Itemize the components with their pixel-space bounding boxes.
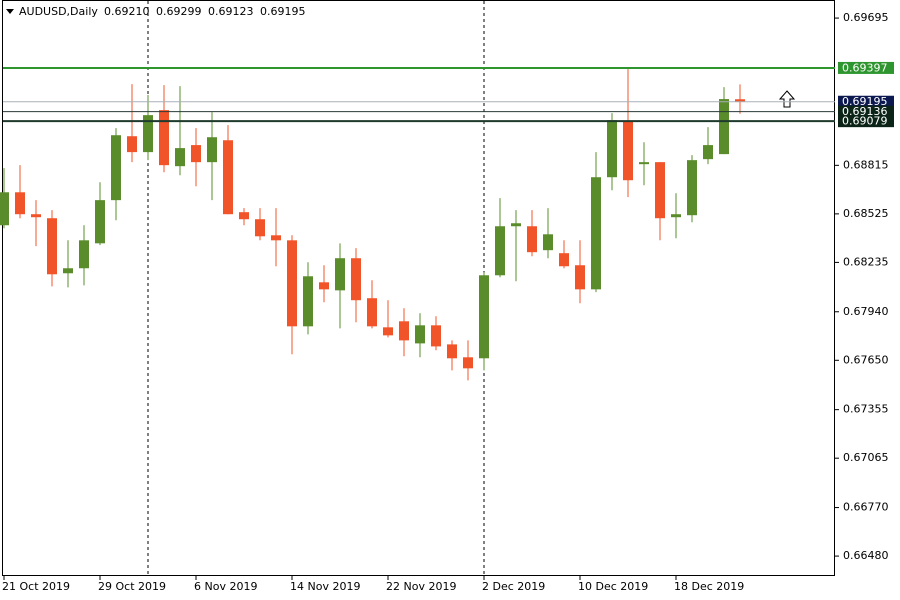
candle-body-up bbox=[543, 234, 553, 251]
price-label-box bbox=[838, 95, 894, 108]
candle-body-up bbox=[607, 120, 617, 178]
symbol-title: AUDUSD,Daily bbox=[19, 5, 98, 18]
price-label: 0.69397 bbox=[842, 61, 888, 74]
y-tick-label: 0.67940 bbox=[843, 305, 889, 318]
candle-body-up bbox=[687, 160, 697, 216]
candle-body-down bbox=[127, 136, 137, 153]
candle-body-up bbox=[207, 137, 217, 163]
candle-body-up bbox=[671, 214, 681, 218]
y-tick-label: 0.66480 bbox=[843, 549, 889, 562]
price-label-box bbox=[838, 105, 894, 118]
price-label-box bbox=[838, 61, 894, 74]
candle-body-down bbox=[623, 121, 633, 181]
menu-triangle bbox=[6, 9, 14, 14]
price-label: 0.69195 bbox=[842, 95, 888, 108]
x-tick-label: 10 Dec 2019 bbox=[578, 580, 648, 593]
candle-body-down bbox=[527, 226, 537, 253]
candle-body-up bbox=[415, 325, 425, 344]
y-tick-label: 0.68235 bbox=[843, 255, 889, 268]
candle-body-down bbox=[159, 110, 169, 166]
candle-body-down bbox=[575, 265, 585, 290]
candle-body-up bbox=[719, 99, 729, 155]
y-tick-label: 0.68815 bbox=[843, 158, 889, 171]
candle-body-down bbox=[31, 214, 41, 218]
y-tick-label: 0.69695 bbox=[843, 11, 889, 24]
candle-body-down bbox=[735, 99, 745, 102]
y-tick-label: 0.68525 bbox=[843, 207, 889, 220]
y-tick-label: 0.67065 bbox=[843, 451, 889, 464]
x-tick-label: 14 Nov 2019 bbox=[290, 580, 360, 593]
candle-body-up bbox=[0, 192, 9, 226]
candle-body-up bbox=[703, 145, 713, 160]
price-label: 0.69136 bbox=[842, 105, 888, 118]
candle-body-down bbox=[447, 344, 457, 359]
candle-body-down bbox=[399, 321, 409, 341]
candle-body-up bbox=[63, 268, 73, 274]
x-tick-label: 6 Nov 2019 bbox=[194, 580, 257, 593]
candle-body-down bbox=[431, 325, 441, 347]
candle-body-down bbox=[223, 140, 233, 215]
x-tick-label: 22 Nov 2019 bbox=[386, 580, 456, 593]
ohlc-close: 0.69195 bbox=[260, 5, 306, 18]
x-tick-label: 2 Dec 2019 bbox=[482, 580, 545, 593]
candle-body-down bbox=[287, 240, 297, 327]
x-tick-label: 21 Oct 2019 bbox=[2, 580, 70, 593]
ohlc-open: 0.69210 bbox=[104, 5, 150, 18]
candle-body-down bbox=[15, 192, 25, 215]
candle-body-up bbox=[95, 200, 105, 244]
candle-body-down bbox=[319, 282, 329, 290]
candle-body-up bbox=[639, 162, 649, 165]
candle-body-down bbox=[47, 218, 57, 275]
candle-body-down bbox=[351, 258, 361, 301]
candle-body-down bbox=[367, 298, 377, 327]
x-tick-label: 18 Dec 2019 bbox=[674, 580, 744, 593]
candle-body-up bbox=[511, 223, 521, 227]
candle-body-down bbox=[271, 235, 281, 241]
candle-body-down bbox=[255, 219, 265, 237]
candle-body-up bbox=[479, 275, 489, 359]
y-tick-label: 0.67355 bbox=[843, 403, 889, 416]
price-label: 0.69079 bbox=[842, 115, 888, 128]
plot-frame bbox=[2, 0, 835, 576]
candle-body-down bbox=[463, 357, 473, 369]
ohlc-high: 0.69299 bbox=[156, 5, 202, 18]
ohlc-low: 0.69123 bbox=[208, 5, 254, 18]
price-label-box bbox=[838, 115, 894, 128]
marks bbox=[0, 69, 745, 381]
y-tick-label: 0.66770 bbox=[843, 501, 889, 514]
up-arrow-icon bbox=[778, 90, 796, 108]
candle-body-up bbox=[495, 226, 505, 276]
candle-body-up bbox=[335, 258, 345, 291]
candle-body-up bbox=[111, 135, 121, 201]
candle-body-up bbox=[175, 148, 185, 167]
x-tick-label: 29 Oct 2019 bbox=[98, 580, 166, 593]
candle-body-up bbox=[143, 115, 153, 153]
candle-body-down bbox=[559, 253, 569, 267]
y-tick-label: 0.67650 bbox=[843, 353, 889, 366]
candle-body-up bbox=[303, 276, 313, 327]
candle-body-down bbox=[191, 145, 201, 163]
candle-body-up bbox=[79, 240, 89, 269]
candle-body-down bbox=[383, 327, 393, 336]
candle-body-down bbox=[239, 212, 249, 220]
candle-body-up bbox=[591, 177, 601, 290]
candle-body-down bbox=[655, 162, 665, 219]
